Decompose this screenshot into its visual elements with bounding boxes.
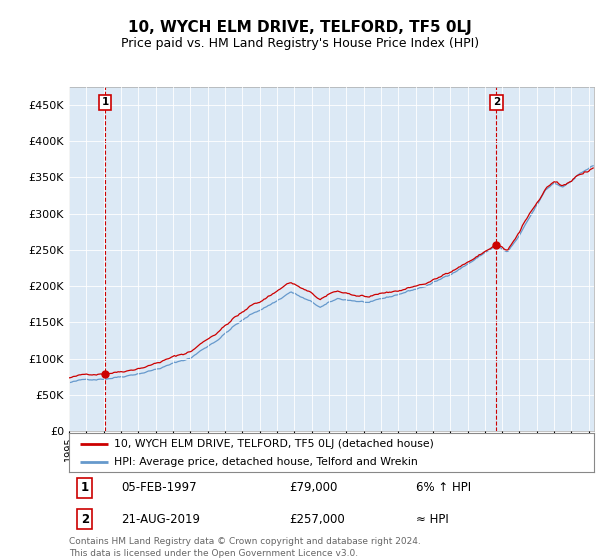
Text: 6% ↑ HPI: 6% ↑ HPI [415,482,470,494]
Text: 05-FEB-1997: 05-FEB-1997 [121,482,197,494]
Text: Contains HM Land Registry data © Crown copyright and database right 2024.
This d: Contains HM Land Registry data © Crown c… [69,537,421,558]
Text: 10, WYCH ELM DRIVE, TELFORD, TF5 0LJ: 10, WYCH ELM DRIVE, TELFORD, TF5 0LJ [128,20,472,35]
Text: 21-AUG-2019: 21-AUG-2019 [121,512,200,525]
Text: 1: 1 [80,482,89,494]
Text: Price paid vs. HM Land Registry's House Price Index (HPI): Price paid vs. HM Land Registry's House … [121,37,479,50]
Text: HPI: Average price, detached house, Telford and Wrekin: HPI: Average price, detached house, Telf… [113,458,418,468]
Text: ≈ HPI: ≈ HPI [415,512,448,525]
Text: 1: 1 [101,97,109,108]
Text: 2: 2 [80,512,89,525]
Text: 2: 2 [493,97,500,108]
Text: £257,000: £257,000 [290,512,345,525]
Text: 10, WYCH ELM DRIVE, TELFORD, TF5 0LJ (detached house): 10, WYCH ELM DRIVE, TELFORD, TF5 0LJ (de… [113,438,433,449]
Text: £79,000: £79,000 [290,482,338,494]
